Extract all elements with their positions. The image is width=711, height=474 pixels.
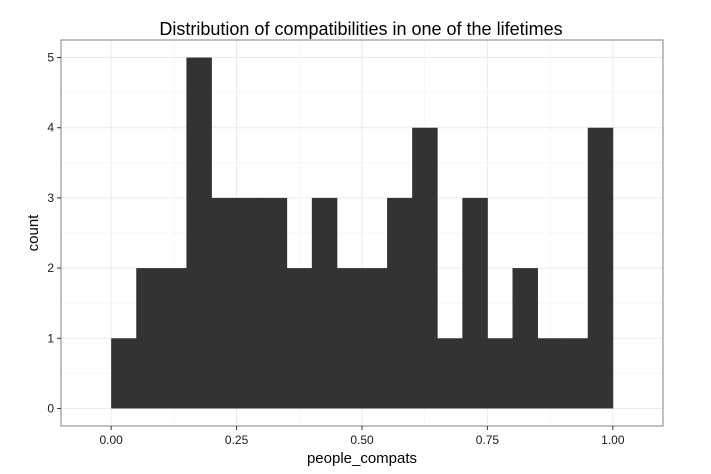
histogram-bar xyxy=(236,197,263,409)
histogram-bars xyxy=(111,57,614,409)
y-tick-label: 4 xyxy=(47,121,54,135)
x-tick-label: 0.00 xyxy=(99,433,123,447)
histogram-bar xyxy=(136,268,162,409)
histogram-bar xyxy=(111,338,137,409)
histogram-bar xyxy=(336,268,363,409)
x-tick-label: 0.50 xyxy=(350,433,374,447)
y-tick-label: 5 xyxy=(47,51,54,65)
histogram-bar xyxy=(286,268,313,409)
x-axis-title: people_compats xyxy=(307,450,417,467)
y-tick-label: 0 xyxy=(47,401,54,415)
histogram-bar xyxy=(362,268,388,409)
histogram-bar xyxy=(161,268,187,409)
x-tick-label: 0.25 xyxy=(225,433,249,447)
histogram-bar xyxy=(512,268,538,409)
histogram-bar xyxy=(537,338,564,409)
y-tick-label: 2 xyxy=(47,261,54,275)
histogram-bar xyxy=(387,197,413,409)
histogram-bar xyxy=(211,197,237,409)
histogram-bar xyxy=(487,338,513,409)
histogram-bar xyxy=(261,197,288,409)
histogram-bar xyxy=(186,57,212,409)
chart-title: Distribution of compatibilities in one o… xyxy=(159,19,562,39)
histogram-bar xyxy=(412,127,438,409)
x-tick-label: 1.00 xyxy=(601,433,625,447)
histogram-bar xyxy=(562,338,589,409)
histogram-bar xyxy=(311,197,338,409)
x-axis-ticks: 0.00 0.25 0.50 0.75 1.00 xyxy=(99,426,625,447)
y-tick-label: 3 xyxy=(47,191,54,205)
y-axis-title: count xyxy=(25,214,42,252)
y-axis-ticks: 0 1 2 3 4 5 xyxy=(47,51,61,415)
x-tick-label: 0.75 xyxy=(476,433,500,447)
histogram-bar xyxy=(587,127,614,409)
y-tick-label: 1 xyxy=(47,331,54,345)
histogram-bar xyxy=(462,197,488,409)
histogram-bar xyxy=(437,338,463,409)
